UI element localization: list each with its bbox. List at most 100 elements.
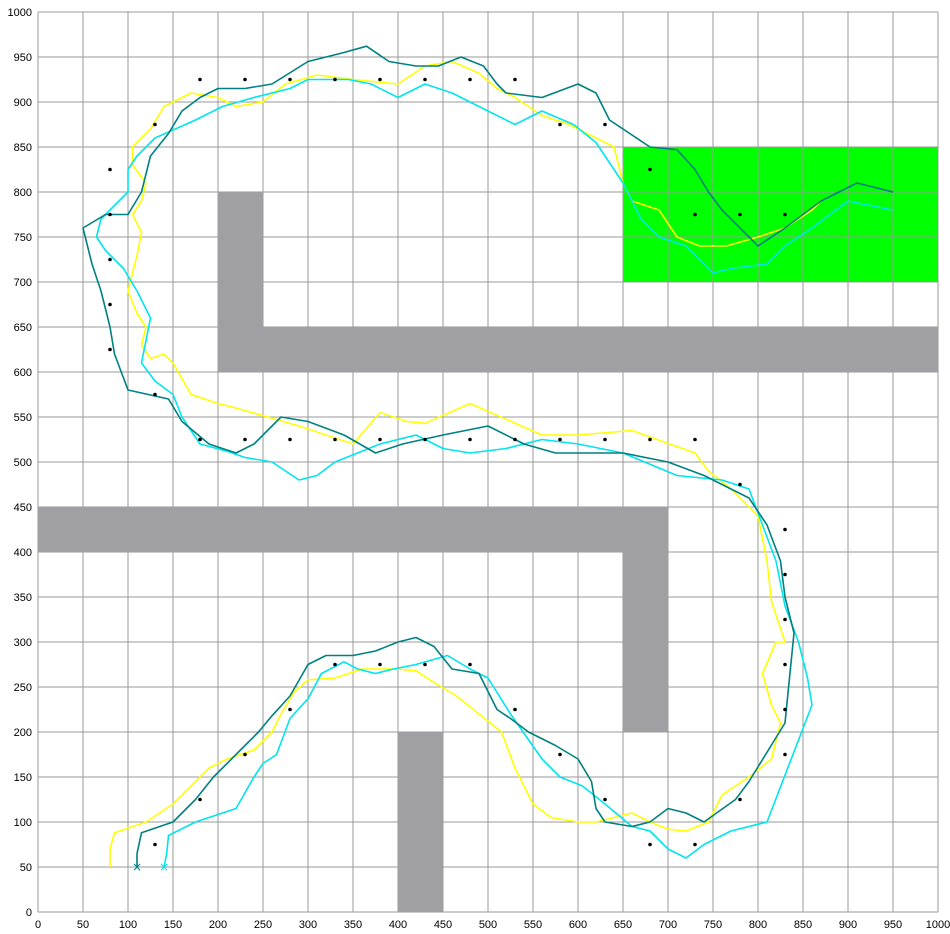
- waypoint: [378, 77, 382, 82]
- waypoint-layer: [108, 77, 787, 847]
- y-tick-label: 950: [14, 52, 32, 64]
- waypoint: [738, 797, 742, 802]
- waypoint: [468, 662, 472, 667]
- y-tick-label: 200: [14, 727, 32, 739]
- y-tick-label: 0: [26, 907, 32, 919]
- waypoint: [153, 392, 157, 397]
- waypoint: [288, 437, 292, 442]
- waypoint: [603, 437, 607, 442]
- y-tick-label: 50: [20, 862, 32, 874]
- waypoint: [783, 572, 787, 577]
- y-tick-label: 550: [14, 412, 32, 424]
- waypoint: [108, 212, 112, 217]
- start-marker: ×: [159, 860, 169, 874]
- waypoint: [513, 707, 517, 712]
- waypoint: [108, 257, 112, 262]
- x-tick-label: 850: [794, 919, 812, 931]
- goal-region: [623, 147, 938, 282]
- y-tick-label: 250: [14, 682, 32, 694]
- goal-region-layer: [623, 147, 938, 282]
- waypoint: [333, 77, 337, 82]
- waypoint: [423, 77, 427, 82]
- y-tick-label: 300: [14, 637, 32, 649]
- obstacle-layer: [38, 192, 938, 912]
- waypoint: [378, 662, 382, 667]
- waypoint: [783, 662, 787, 667]
- waypoint: [333, 662, 337, 667]
- y-tick-label: 900: [14, 97, 32, 109]
- waypoint: [558, 752, 562, 757]
- waypoint: [198, 797, 202, 802]
- waypoint: [783, 527, 787, 532]
- x-tick-label: 200: [209, 919, 227, 931]
- y-tick-label: 650: [14, 322, 32, 334]
- waypoint: [468, 77, 472, 82]
- series-line-1: [109, 60, 822, 867]
- waypoint: [423, 437, 427, 442]
- series-layer: [82, 45, 894, 868]
- series-line-2: [95, 78, 894, 868]
- x-tick-label: 800: [749, 919, 767, 931]
- x-tick-label: 500: [479, 919, 497, 931]
- waypoint: [513, 77, 517, 82]
- start-marker: ×: [132, 860, 142, 874]
- grid-lines: [37, 11, 939, 913]
- y-tick-label: 350: [14, 592, 32, 604]
- waypoint: [153, 122, 157, 127]
- y-tick-label: 750: [14, 232, 32, 244]
- waypoint: [288, 707, 292, 712]
- waypoint: [693, 842, 697, 847]
- waypoint: [423, 662, 427, 667]
- waypoint: [603, 797, 607, 802]
- x-tick-label: 450: [434, 919, 452, 931]
- y-tick-label: 450: [14, 502, 32, 514]
- y-tick-label: 150: [14, 772, 32, 784]
- obstacle: [218, 327, 938, 372]
- y-tick-label: 600: [14, 367, 32, 379]
- waypoint: [783, 617, 787, 622]
- waypoint: [198, 77, 202, 82]
- waypoint: [333, 437, 337, 442]
- waypoint: [558, 437, 562, 442]
- waypoint: [198, 437, 202, 442]
- waypoint: [513, 437, 517, 442]
- x-tick-label: 600: [569, 919, 587, 931]
- x-tick-label: 150: [164, 919, 182, 931]
- axis-labels: 0 50 100 150 200 250 300 350 400 450 500 550 600 650 7…: [8, 7, 950, 931]
- waypoint: [378, 437, 382, 442]
- x-tick-label: 900: [839, 919, 857, 931]
- obstacle: [398, 732, 443, 912]
- waypoint: [648, 437, 652, 442]
- waypoint: [693, 437, 697, 442]
- waypoint: [243, 437, 247, 442]
- waypoint: [558, 122, 562, 127]
- waypoint: [783, 212, 787, 217]
- x-tick-label: 550: [524, 919, 542, 931]
- x-tick-label: 950: [884, 919, 902, 931]
- obstacle: [623, 507, 668, 732]
- waypoint: [648, 167, 652, 172]
- waypoint: [738, 482, 742, 487]
- y-tick-label: 1000: [8, 7, 32, 19]
- waypoint: [108, 347, 112, 352]
- x-tick-label: 750: [704, 919, 722, 931]
- waypoint: [693, 212, 697, 217]
- marker-layer: × ×: [132, 860, 169, 874]
- waypoint: [108, 302, 112, 307]
- x-tick-label: 250: [254, 919, 272, 931]
- waypoint: [243, 752, 247, 757]
- x-tick-label: 700: [659, 919, 677, 931]
- x-tick-label: 350: [344, 919, 362, 931]
- y-tick-label: 100: [14, 817, 32, 829]
- x-tick-label: 50: [77, 919, 89, 931]
- waypoint: [153, 842, 157, 847]
- y-tick-label: 400: [14, 547, 32, 559]
- waypoint: [468, 437, 472, 442]
- y-tick-label: 800: [14, 187, 32, 199]
- waypoint: [243, 77, 247, 82]
- waypoint: [783, 752, 787, 757]
- x-tick-label: 100: [119, 919, 137, 931]
- x-tick-label: 0: [35, 919, 41, 931]
- waypoint: [738, 212, 742, 217]
